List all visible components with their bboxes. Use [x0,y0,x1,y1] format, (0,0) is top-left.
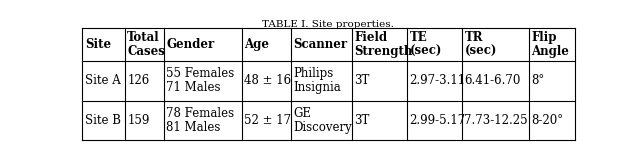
Text: 55 Females
71 Males: 55 Females 71 Males [166,67,234,94]
Text: Philips
Insignia: Philips Insignia [294,67,341,94]
Text: TR
(sec): TR (sec) [465,31,497,58]
Text: Age: Age [244,38,269,51]
Text: 126: 126 [127,74,150,87]
Text: Gender: Gender [166,38,214,51]
Text: 2.97-3.11: 2.97-3.11 [410,74,465,87]
Text: 3T: 3T [355,114,370,127]
Text: Total
Cases: Total Cases [127,31,165,58]
Text: 52 ± 17: 52 ± 17 [244,114,291,127]
Text: GE
Discovery: GE Discovery [294,107,352,134]
Text: 78 Females
81 Males: 78 Females 81 Males [166,107,234,134]
Text: TE
(sec): TE (sec) [410,31,442,58]
Text: Scanner: Scanner [294,38,348,51]
Text: 2.99-5.17: 2.99-5.17 [410,114,466,127]
Text: Site: Site [85,38,111,51]
Text: 8°: 8° [531,74,545,87]
Text: 7.73-12.25: 7.73-12.25 [465,114,528,127]
Text: 159: 159 [127,114,150,127]
Text: 48 ± 16: 48 ± 16 [244,74,291,87]
Text: Field
Strength: Field Strength [355,31,413,58]
Text: Site A: Site A [85,74,121,87]
Text: 6.41-6.70: 6.41-6.70 [465,74,521,87]
Text: 8-20°: 8-20° [531,114,563,127]
Text: 3T: 3T [355,74,370,87]
Text: Flip
Angle: Flip Angle [531,31,569,58]
Text: TABLE I. Site properties.: TABLE I. Site properties. [262,20,394,29]
Text: Site B: Site B [85,114,121,127]
